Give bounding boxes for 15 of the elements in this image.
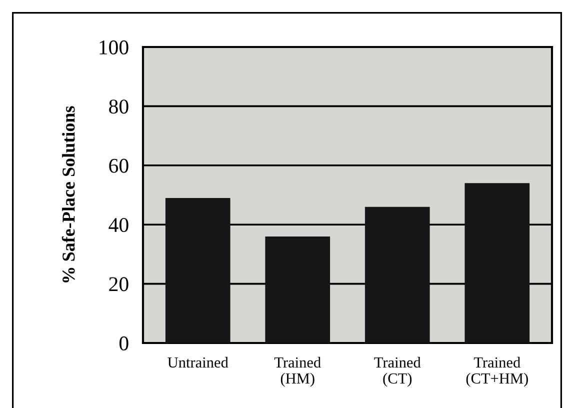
y-tick-label: 100 — [100, 40, 128, 54]
y-tick-label: 60 — [109, 158, 128, 173]
x-tick-label: Trained (CT) — [374, 356, 421, 387]
y-tick-label: 40 — [108, 218, 128, 232]
y-tick-label: 80 — [109, 100, 128, 114]
bar — [265, 236, 330, 343]
bar — [464, 183, 530, 343]
bar — [364, 206, 430, 343]
y-tick-label: 0 — [119, 336, 128, 350]
y-tick-label: 20 — [109, 277, 128, 292]
x-tick-label: Trained (HM) — [274, 356, 321, 387]
x-tick-label: Trained (CT+HM) — [466, 356, 528, 387]
x-tick-label: Untrained — [168, 356, 228, 368]
bar — [165, 198, 230, 343]
y-axis-title: % Safe-Place Solutions — [62, 106, 75, 282]
